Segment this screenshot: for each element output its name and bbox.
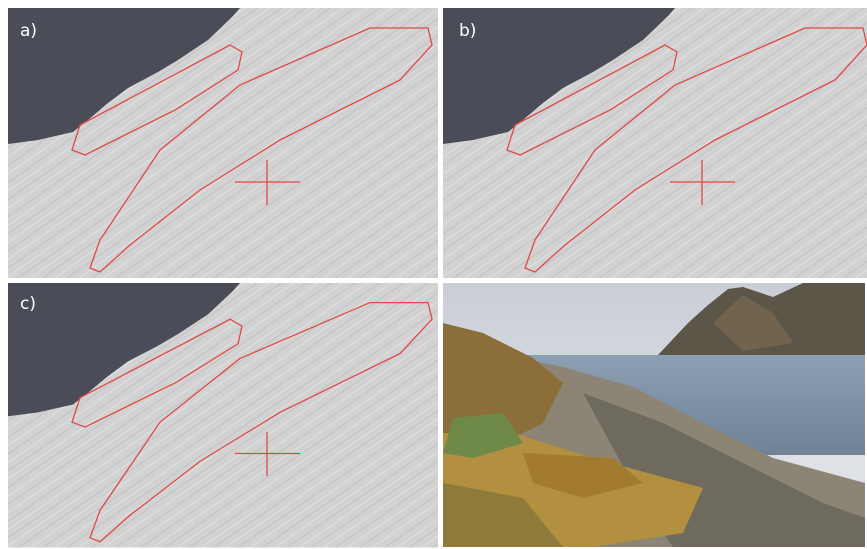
panel-c: c) (8, 283, 438, 548)
panel-label: c) (20, 294, 36, 314)
panel-a: a) (8, 8, 438, 278)
figure: a) b) c) (0, 0, 867, 549)
panel-b: b) (443, 8, 867, 278)
panel-label: b) (459, 21, 476, 41)
photo (443, 283, 865, 547)
panel-label: a) (20, 21, 37, 41)
